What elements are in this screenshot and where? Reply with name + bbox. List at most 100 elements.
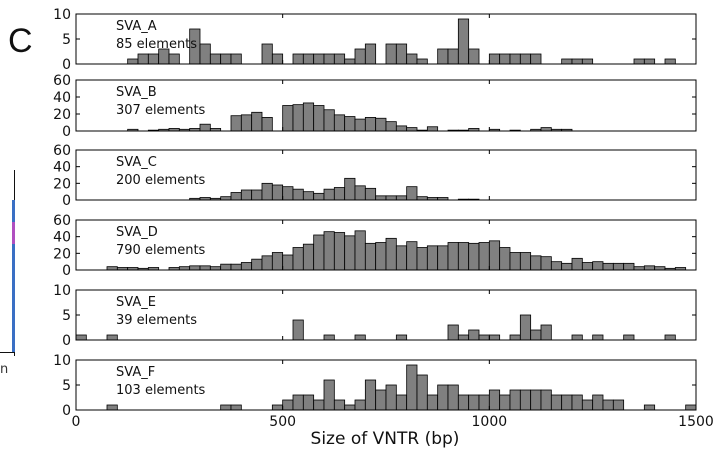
histogram-bar <box>416 374 428 411</box>
histogram-bar <box>581 262 594 271</box>
histogram-bar <box>240 262 253 271</box>
histogram-bar <box>230 115 242 132</box>
y-tick-label: 0 <box>62 57 71 73</box>
histogram-bar <box>375 117 387 132</box>
histogram-bar <box>478 334 490 341</box>
histogram-bar <box>509 252 521 271</box>
histogram-bar <box>519 252 532 271</box>
histogram-bar <box>561 58 573 65</box>
panel-name-label: SVA_C <box>116 155 157 170</box>
histogram-bar <box>292 319 304 341</box>
histogram-bar <box>313 234 325 271</box>
histogram-bar <box>302 53 315 65</box>
histogram-bar <box>416 247 428 271</box>
histogram-bar <box>509 53 521 65</box>
panel-count-label: 103 elements <box>116 383 206 398</box>
histogram-bar <box>313 105 325 132</box>
histogram-bar <box>571 257 583 271</box>
y-tick-label: 5 <box>62 32 71 48</box>
x-axis-label: Size of VNTR (bp) <box>311 429 460 449</box>
histogram-bar <box>354 185 366 201</box>
histogram-bar <box>530 329 542 341</box>
x-axis: 0 500 1000 1500 <box>72 414 714 430</box>
y-tick-label: 20 <box>53 246 71 262</box>
panel-letter: C <box>8 22 33 60</box>
histogram-bar <box>499 53 511 65</box>
histogram-bar <box>302 102 315 132</box>
histogram-bar <box>333 187 346 201</box>
histogram-bar <box>333 399 346 411</box>
histogram-bar <box>447 384 459 411</box>
histogram-bar <box>530 389 542 411</box>
x-tick-label: 1500 <box>678 414 714 430</box>
x-tick-label: 1000 <box>472 414 508 430</box>
panel-frame <box>75 149 697 201</box>
y-tick-label: 10 <box>53 283 71 299</box>
histogram-bar <box>127 58 139 65</box>
histogram-bar <box>199 265 211 271</box>
histogram-bar <box>581 399 594 411</box>
histogram-bar <box>385 237 397 271</box>
histogram-bar <box>230 192 242 201</box>
histogram-bar <box>664 58 676 65</box>
histogram-bar <box>406 241 418 271</box>
histogram-bar <box>261 255 273 271</box>
panel-name-label: SVA_B <box>116 85 157 100</box>
histogram-bar <box>519 53 532 65</box>
histogram-bar <box>364 187 377 201</box>
panel-count-label: 790 elements <box>116 243 206 258</box>
histogram-bar <box>375 195 387 201</box>
histogram-panel: 0 5 10 SVA_A 85 elements <box>53 7 697 73</box>
y-tick-label: 0 <box>62 263 71 279</box>
histogram-bar <box>137 53 149 65</box>
histogram-bar <box>209 53 222 65</box>
histogram-bar <box>271 404 284 411</box>
histogram-bar <box>623 334 635 341</box>
histogram-bar <box>302 191 315 201</box>
histogram-bar <box>199 123 211 132</box>
histogram-bar <box>395 245 408 271</box>
histogram-panel: 0 5 10 SVA_F 103 elements <box>53 353 697 419</box>
histogram-bar <box>344 177 356 201</box>
histogram-bar <box>406 364 418 411</box>
histogram-bar <box>385 384 397 411</box>
panel-name-label: SVA_F <box>116 365 155 380</box>
histogram-bar <box>509 334 521 341</box>
histogram-bar <box>230 53 242 65</box>
histogram-bar <box>550 394 563 411</box>
y-tick-label: 60 <box>53 213 71 229</box>
histogram-bar <box>395 394 408 411</box>
histogram-bar <box>488 334 501 341</box>
histogram-bar <box>364 43 377 65</box>
histogram-bar <box>437 384 449 411</box>
histogram-bar <box>282 399 294 411</box>
histogram-bar <box>375 389 387 411</box>
histogram-bar <box>323 53 335 65</box>
histogram-bar <box>488 389 501 411</box>
histogram-bar <box>540 324 552 341</box>
histogram-bar <box>395 43 408 65</box>
histogram-bar <box>354 48 366 65</box>
y-tick-label: 10 <box>53 7 71 23</box>
histogram-bar <box>333 114 346 132</box>
histogram-bar <box>385 195 397 201</box>
y-tick-label: 40 <box>53 230 71 246</box>
histogram-bar <box>271 53 284 65</box>
histogram-bar <box>364 117 377 132</box>
panel-frame <box>75 219 697 271</box>
histogram-bar <box>395 334 408 341</box>
histogram-bar <box>612 262 625 271</box>
histogram-bar <box>643 58 656 65</box>
clipped-neighbor-band-purple <box>12 222 15 244</box>
histogram-bar <box>592 261 604 271</box>
histogram-bar <box>344 58 356 65</box>
histogram-bar <box>685 404 697 411</box>
histogram-bar <box>354 118 366 132</box>
histogram-bar <box>261 182 273 201</box>
histogram-bar <box>333 53 346 65</box>
histogram-bar <box>261 43 273 65</box>
histogram-bar <box>333 232 346 271</box>
